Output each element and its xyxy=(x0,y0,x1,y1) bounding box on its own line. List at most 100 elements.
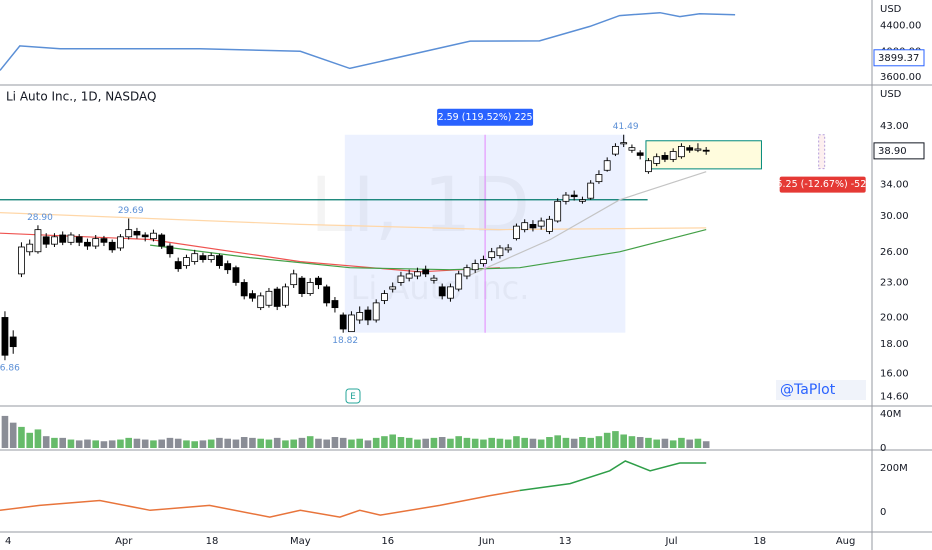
volume-bar xyxy=(546,437,553,448)
volume-bar xyxy=(191,441,198,448)
earnings-badge xyxy=(345,388,361,404)
volume-bar xyxy=(645,437,652,448)
volume-bar xyxy=(471,438,479,448)
line xyxy=(519,460,707,492)
volume-bar xyxy=(694,438,702,448)
volume-bar xyxy=(521,437,528,448)
volume-bar xyxy=(438,437,446,448)
candle-body xyxy=(216,255,223,267)
y-tick-label: 43.00 xyxy=(880,121,909,132)
volume-bar xyxy=(513,436,520,448)
candle-body xyxy=(471,263,479,271)
candle-body xyxy=(389,286,397,290)
volume-bar xyxy=(174,438,182,448)
volume-bar xyxy=(282,440,289,448)
candle-body xyxy=(323,286,331,304)
candle-body xyxy=(595,174,603,183)
candle-body xyxy=(603,160,611,171)
candle-body xyxy=(661,155,669,160)
y-tick-label: 23.00 xyxy=(880,277,909,288)
x-tick-label: 16 xyxy=(381,536,394,547)
x-tick-label: 18 xyxy=(753,536,766,547)
candle-body xyxy=(513,225,520,240)
volume-bar xyxy=(562,437,570,448)
volume-bar xyxy=(323,439,330,448)
candle-body xyxy=(18,246,25,275)
measure2-box xyxy=(818,134,826,170)
volume-bar xyxy=(612,431,619,448)
volume-bar xyxy=(496,438,504,448)
volume-bar xyxy=(356,438,363,448)
volume-bar xyxy=(389,434,396,448)
volume-bar xyxy=(381,436,388,448)
candle-body xyxy=(84,241,91,247)
candle-body xyxy=(702,149,710,152)
volume-bar xyxy=(463,437,471,448)
measure2-label-box xyxy=(779,176,866,193)
brand-badge xyxy=(776,380,866,400)
volume-bar xyxy=(232,439,240,448)
candle-body xyxy=(521,222,529,231)
candle-body xyxy=(150,232,157,240)
volume-bar xyxy=(455,436,462,448)
volume-bar xyxy=(529,438,537,448)
volume-bar xyxy=(306,436,314,448)
candle-body xyxy=(232,267,240,283)
candle-body xyxy=(562,194,570,202)
candle-body xyxy=(414,271,421,277)
candle-body xyxy=(455,273,463,290)
candle-body xyxy=(133,231,141,236)
line xyxy=(0,489,520,518)
volume-bar xyxy=(397,437,405,448)
candle-body xyxy=(669,151,677,160)
volume-bar xyxy=(166,437,174,448)
candle-body xyxy=(34,229,42,253)
currency: USD xyxy=(880,89,902,100)
candle-body xyxy=(249,293,256,299)
candle-body xyxy=(496,247,504,257)
candle-body xyxy=(141,234,149,238)
x-tick-label: Jun xyxy=(478,536,495,547)
line xyxy=(0,11,736,71)
volume-bar xyxy=(298,437,306,448)
volume-bar xyxy=(224,438,231,448)
candle-body xyxy=(678,145,685,158)
volume-bar xyxy=(150,440,157,448)
volume-bar xyxy=(636,437,644,448)
candle-body xyxy=(240,282,248,297)
candle-body xyxy=(298,277,306,294)
candle-body xyxy=(348,314,355,333)
candle-body xyxy=(199,255,207,260)
volume-bar xyxy=(554,435,561,448)
last-value-label: 3899.37 xyxy=(878,53,919,64)
volume-bar xyxy=(447,438,454,448)
y-tick-label: 18.00 xyxy=(880,339,909,350)
watermark: LI, 1D xyxy=(310,160,530,249)
y-tick-label: 3600.00 xyxy=(880,72,921,83)
currency: USD xyxy=(880,4,902,15)
candle-body xyxy=(183,257,190,267)
candle-body xyxy=(645,160,652,173)
volume-bar xyxy=(669,440,677,448)
volume-bar xyxy=(587,437,594,448)
candle-body xyxy=(636,152,644,156)
range-box xyxy=(645,140,762,170)
volume-bar xyxy=(372,437,380,448)
volume-bar xyxy=(257,438,264,448)
measure-label: 22.59 (119.52%) 2259 xyxy=(432,112,539,123)
line xyxy=(0,232,500,273)
candle-body xyxy=(579,199,586,202)
chart-title: Li Auto Inc., 1D, NASDAQ xyxy=(6,90,156,104)
x-tick-label: 18 xyxy=(206,536,219,547)
volume-bar xyxy=(661,438,669,448)
volume-bar xyxy=(67,439,75,448)
candle-body xyxy=(447,286,454,299)
point-label: 16.86 xyxy=(0,364,20,374)
volume-bar xyxy=(216,437,223,448)
line xyxy=(0,212,707,231)
candle-body xyxy=(331,300,339,309)
point-label: 18.82 xyxy=(332,336,358,346)
candle-body xyxy=(51,236,58,245)
volume-bar xyxy=(240,437,248,448)
volume-bar xyxy=(9,422,17,448)
